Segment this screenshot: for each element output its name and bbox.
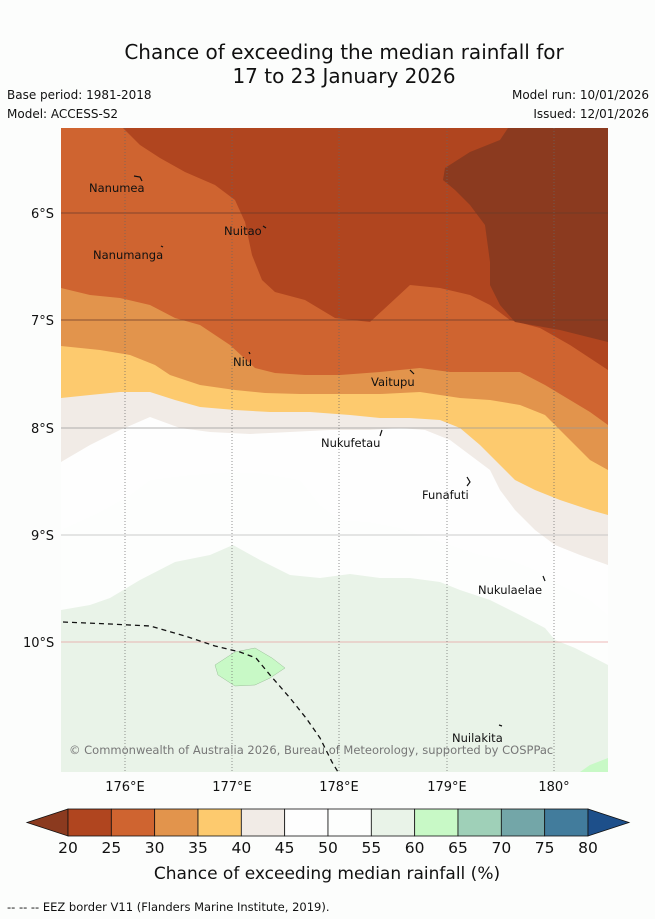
- band-60-65-corner: [580, 758, 608, 772]
- label-nukufetau: Nukufetau: [321, 436, 380, 450]
- lon-label-178e: 178°E: [319, 780, 359, 795]
- colorbar-label: Chance of exceeding median rainfall (%): [154, 864, 500, 884]
- colorbar-tick-label: 80: [578, 839, 598, 857]
- label-vaitupu: Vaitupu: [371, 375, 415, 389]
- label-nanumanga: Nanumanga: [93, 248, 163, 262]
- colorbar-tick-label: 75: [535, 839, 555, 857]
- lon-label-177e: 177°E: [212, 780, 252, 795]
- lon-label-176e: 176°E: [105, 780, 145, 795]
- island-nuitao: [262, 225, 267, 229]
- eez-border: [62, 621, 339, 772]
- island-funafuti: [466, 476, 471, 487]
- colorbar-segment: [197, 808, 242, 837]
- model-name: Model: ACCESS-S2: [7, 107, 119, 121]
- colorbar-tick-label: 30: [145, 839, 165, 857]
- colorbar-tick-label: 40: [231, 839, 251, 857]
- lon-label-180: 180°: [538, 780, 569, 795]
- lat-label-6s: 6°S: [31, 207, 54, 222]
- colorbar-tick-label: 45: [275, 839, 295, 857]
- lat-label-9s: 9°S: [31, 529, 54, 544]
- title-line-2: 17 to 23 January 2026: [232, 64, 456, 88]
- colorbar-segment: [240, 808, 286, 837]
- map-figure: Nanumea Nuitao Nanumanga Niu Vaitupu Nuk…: [23, 128, 631, 884]
- colorbar-tick-label: 25: [101, 839, 121, 857]
- island-nukulaelae: [542, 575, 546, 582]
- lat-label-10s: 10°S: [23, 636, 54, 651]
- colorbar-segment: [500, 808, 546, 837]
- label-nuitao: Nuitao: [224, 224, 262, 238]
- colorbar-tick-label: 50: [318, 839, 338, 857]
- colorbar-tick-label: 35: [188, 839, 208, 857]
- label-funafuti: Funafuti: [422, 488, 469, 502]
- graticule: [61, 128, 608, 772]
- colorbar-segment: [67, 808, 112, 837]
- label-nuilakita: Nuilakita: [452, 731, 503, 745]
- island-niu: [248, 351, 251, 355]
- colorbar-tick-label: 70: [491, 839, 511, 857]
- colorbar-segment: [110, 808, 156, 837]
- lat-label-7s: 7°S: [31, 314, 54, 329]
- copyright-notice: © Commonwealth of Australia 2026, Bureau…: [69, 743, 553, 757]
- island-nanumea: [133, 175, 143, 182]
- colorbar-tick-label: 60: [405, 839, 425, 857]
- latitude-labels: 6°S 7°S 8°S 9°S 10°S: [23, 207, 54, 651]
- colorbar-segment: [284, 808, 329, 837]
- colorbar-tick-label: 55: [361, 839, 381, 857]
- title-line-1: Chance of exceeding the median rainfall …: [124, 40, 564, 64]
- lat-label-8s: 8°S: [31, 422, 54, 437]
- colorbar-segment: [370, 808, 416, 837]
- lon-label-179e: 179°E: [427, 780, 467, 795]
- map-title: Chance of exceeding the median rainfall …: [0, 40, 655, 88]
- colorbar-segment: [154, 808, 199, 837]
- colorbar-extend-high: [587, 808, 631, 837]
- colorbar-tick-label: 20: [58, 839, 78, 857]
- island-nanumanga: [160, 245, 164, 248]
- island-nuilakita: [498, 724, 503, 727]
- colorbar-segment: [327, 808, 372, 837]
- band-60-65: [214, 647, 286, 687]
- label-nukulaelae: Nukulaelae: [478, 583, 542, 597]
- colorbar-extend-low: [25, 808, 69, 837]
- colorbar-segment: [414, 808, 459, 837]
- band-below-20: [443, 128, 608, 342]
- colorbar-tick-label: 65: [448, 839, 468, 857]
- colorbar-segment: [457, 808, 502, 837]
- base-period: Base period: 1981-2018: [7, 88, 152, 102]
- island-vaitupu: [409, 369, 415, 375]
- longitude-labels: 176°E 177°E 178°E 179°E 180°: [105, 780, 569, 795]
- islands: [133, 175, 546, 727]
- island-nukufetau: [379, 429, 383, 437]
- eez-footnote: -- -- -- EEZ border V11 (Flanders Marine…: [7, 900, 330, 914]
- label-nanumea: Nanumea: [89, 181, 145, 195]
- issued-date: Issued: 12/01/2026: [533, 107, 649, 121]
- model-run: Model run: 10/01/2026: [511, 88, 649, 102]
- label-niu: Niu: [233, 355, 252, 369]
- colorbar: 20 25 30 35 40 45 50 55 60 65 70 75 80: [25, 808, 631, 857]
- rainfall-contours: Nanumea Nuitao Nanumanga Niu Vaitupu Nuk…: [61, 128, 608, 772]
- colorbar-segment: [544, 808, 589, 837]
